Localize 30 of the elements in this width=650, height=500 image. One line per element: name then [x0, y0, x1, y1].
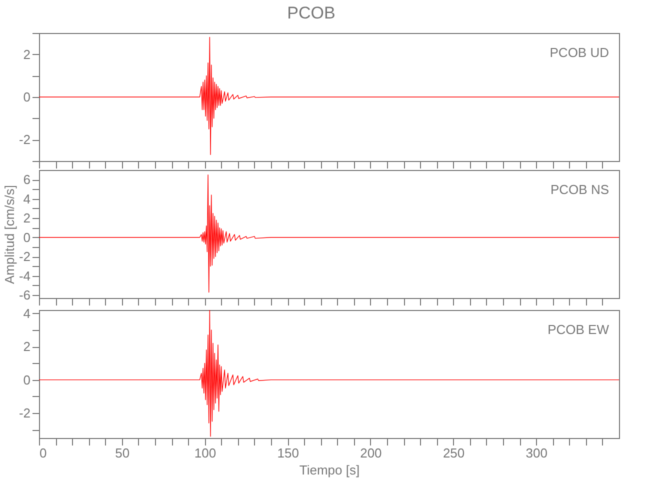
- chart-title: PCOB: [287, 4, 336, 22]
- y-tick-label: 0: [23, 230, 30, 245]
- x-tick-label: 0: [40, 446, 47, 460]
- x-tick-label: 150: [277, 446, 299, 460]
- y-axis-title: Amplitud [cm/s/s]: [2, 185, 17, 284]
- y-tick-label: 4: [23, 191, 30, 206]
- y-tick-label: 2: [23, 339, 30, 354]
- y-tick-label: 4: [23, 306, 30, 321]
- line-series: [39, 36, 619, 155]
- x-axis-title: Tiempo [s]: [299, 462, 360, 478]
- annotation: PCOB EW: [548, 322, 610, 337]
- y-tick-label: 0: [23, 90, 30, 104]
- x-tick-label: 50: [115, 446, 130, 460]
- line-series: [39, 310, 619, 437]
- y-tick-label: 6: [23, 172, 30, 188]
- y-tick-label: -4: [18, 268, 30, 284]
- x-tick-label: 200: [360, 446, 382, 460]
- y-tick-label: 2: [23, 46, 30, 62]
- x-tick-label: 300: [526, 446, 548, 460]
- x-tick-label: 100: [194, 446, 216, 460]
- y-tick-label: -2: [18, 249, 30, 264]
- annotation: PCOB UD: [550, 45, 609, 60]
- y-tick-label: -2: [18, 406, 30, 421]
- x-tick-label: 250: [442, 446, 465, 460]
- y-tick-label: -2: [18, 132, 30, 148]
- line-series: [39, 174, 619, 293]
- annotation: PCOB NS: [550, 182, 610, 197]
- y-tick-label: 2: [23, 210, 30, 226]
- y-tick-label: 0: [23, 372, 30, 388]
- y-tick-label: -6: [18, 288, 30, 303]
